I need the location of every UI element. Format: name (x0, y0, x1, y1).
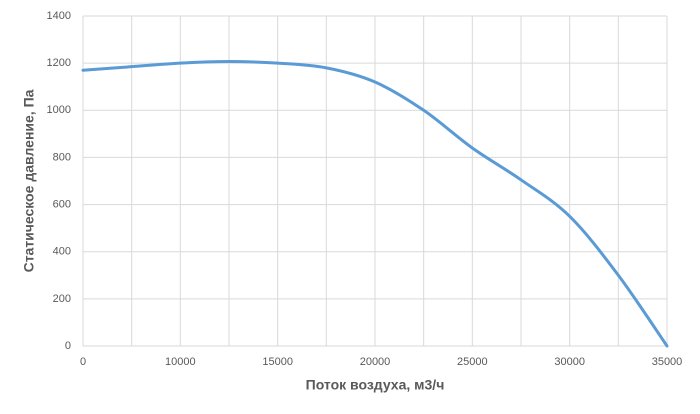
x-tick-label: 0 (80, 356, 86, 368)
x-tick-label: 15000 (262, 356, 293, 368)
y-axis-title: Статическое давление, Па (21, 89, 37, 272)
y-tick-label: 1000 (47, 104, 71, 116)
line-series (81, 59, 669, 348)
y-tick-label: 1200 (47, 57, 71, 69)
x-tick-label: 10000 (165, 356, 196, 368)
y-tick-label: 400 (53, 246, 71, 258)
x-tick-label: 20000 (360, 356, 391, 368)
x-tick-label: 35000 (652, 356, 683, 368)
x-axis-title: Поток воздуха, м3/ч (306, 377, 445, 393)
x-tick-label: 30000 (554, 356, 585, 368)
x-tick-label: 25000 (457, 356, 488, 368)
y-tick-label: 1400 (47, 10, 71, 22)
y-tick-label: 600 (53, 198, 71, 210)
y-tick-label: 200 (53, 293, 71, 305)
y-tick-label: 0 (65, 340, 71, 352)
y-tick-label: 800 (53, 151, 71, 163)
